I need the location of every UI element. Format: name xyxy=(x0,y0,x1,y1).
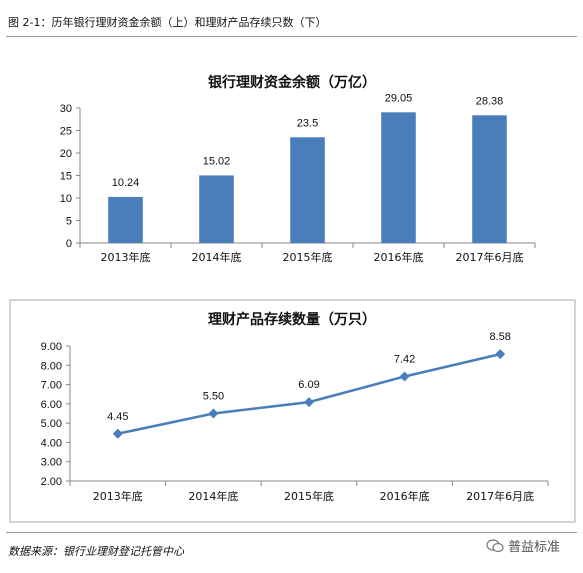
bar xyxy=(472,115,507,243)
line-data-label: 8.58 xyxy=(489,331,510,343)
bar-category-labels: 2013年底 2014年底 2015年底 2016年底 2017年6月底 xyxy=(79,243,536,264)
bar-category-label: 2014年底 xyxy=(192,250,242,264)
bar xyxy=(108,196,143,243)
bar-chart-title: 银行理财资金余额（万亿） xyxy=(208,74,376,91)
line-category-labels: 2013年底 2014年底 2015年底 2016年底 2017年6月底 xyxy=(69,481,549,503)
line-y-tick-label: 9.00 xyxy=(41,341,62,353)
line-point xyxy=(208,408,219,419)
bar-data-label: 15.02 xyxy=(203,155,231,167)
line-category-label: 2015年底 xyxy=(284,489,334,503)
bar-chart: 银行理财资金余额（万亿） 0 5 10 15 20 25 30 10.24 15.02 23.5… xyxy=(60,74,536,264)
line-category-label: 2017年6月底 xyxy=(466,489,534,503)
line-point xyxy=(112,428,123,439)
bar-data-label: 28.38 xyxy=(476,95,504,107)
line-y-tick-label: 2.00 xyxy=(41,476,62,488)
bar xyxy=(290,137,325,243)
wechat-icon xyxy=(486,538,504,553)
line-series xyxy=(117,352,501,435)
line-point xyxy=(304,397,314,408)
line-category-label: 2016年底 xyxy=(380,489,430,503)
bar-y-tick-label: 0 xyxy=(66,238,72,250)
line-category-label: 2013年底 xyxy=(93,489,143,503)
line-y-ticks: 2.00 3.00 4.00 5.00 6.00 7.00 8.00 9.00 xyxy=(41,341,70,488)
bar xyxy=(381,112,416,244)
line-point xyxy=(495,349,506,360)
bar-data-label: 23.5 xyxy=(297,117,318,129)
bar-data-label: 10.24 xyxy=(112,177,140,189)
line-y-tick-label: 8.00 xyxy=(41,360,62,372)
bar-category-label: 2013年底 xyxy=(101,250,151,264)
line-point xyxy=(399,371,410,382)
line-category-label: 2014年底 xyxy=(188,489,238,503)
bar-y-tick-label: 25 xyxy=(60,126,72,138)
top-rule xyxy=(6,36,577,37)
bar-category-label: 2015年底 xyxy=(283,250,333,264)
line-markers xyxy=(112,349,506,439)
bar-y-tick-label: 30 xyxy=(60,103,72,115)
bar-data-label: 29.05 xyxy=(385,92,413,104)
bar-category-label: 2017年6月底 xyxy=(456,250,524,264)
line-data-label: 5.50 xyxy=(203,391,224,403)
line-chart: 理财产品存续数量（万只） 2.00 3.00 4.00 5.00 6.00 7.00 8.0… xyxy=(41,311,549,503)
line-chart-title: 理财产品存续数量（万只） xyxy=(208,311,376,328)
line-y-tick-label: 3.00 xyxy=(41,457,62,469)
brand-mark: 普益标准 xyxy=(486,536,560,555)
bar-y-tick-label: 5 xyxy=(66,216,72,228)
bottom-rule xyxy=(6,532,577,533)
bar-y-ticks: 0 5 10 15 20 25 30 xyxy=(60,103,80,250)
line-y-tick-label: 6.00 xyxy=(41,399,62,411)
line-y-tick-label: 7.00 xyxy=(41,380,62,392)
line-chart-frame xyxy=(9,299,576,523)
brand-name: 普益标准 xyxy=(508,540,561,555)
line-data-label: 4.45 xyxy=(107,411,128,423)
bar-data-labels: 10.24 15.02 23.5 29.05 28.38 xyxy=(112,92,504,189)
bar-y-tick-label: 15 xyxy=(60,171,72,183)
line-data-label: 7.42 xyxy=(394,353,415,365)
line-y-tick-label: 4.00 xyxy=(41,437,62,449)
bar-marks xyxy=(108,112,507,244)
bar xyxy=(199,175,234,243)
line-data-labels: 4.45 5.50 6.09 7.42 8.58 xyxy=(107,331,511,423)
line-y-tick-label: 5.00 xyxy=(41,418,62,430)
bar-y-tick-label: 20 xyxy=(60,148,72,160)
line-data-label: 6.09 xyxy=(298,379,319,391)
bar-category-label: 2016年底 xyxy=(374,250,424,264)
source-note: 数据来源：银行业理财登记托管中心 xyxy=(8,545,184,558)
bar-y-tick-label: 10 xyxy=(60,193,72,205)
figure-title: 图 2-1：历年银行理财资金余额（上）和理财产品存续只数（下） xyxy=(8,16,327,29)
